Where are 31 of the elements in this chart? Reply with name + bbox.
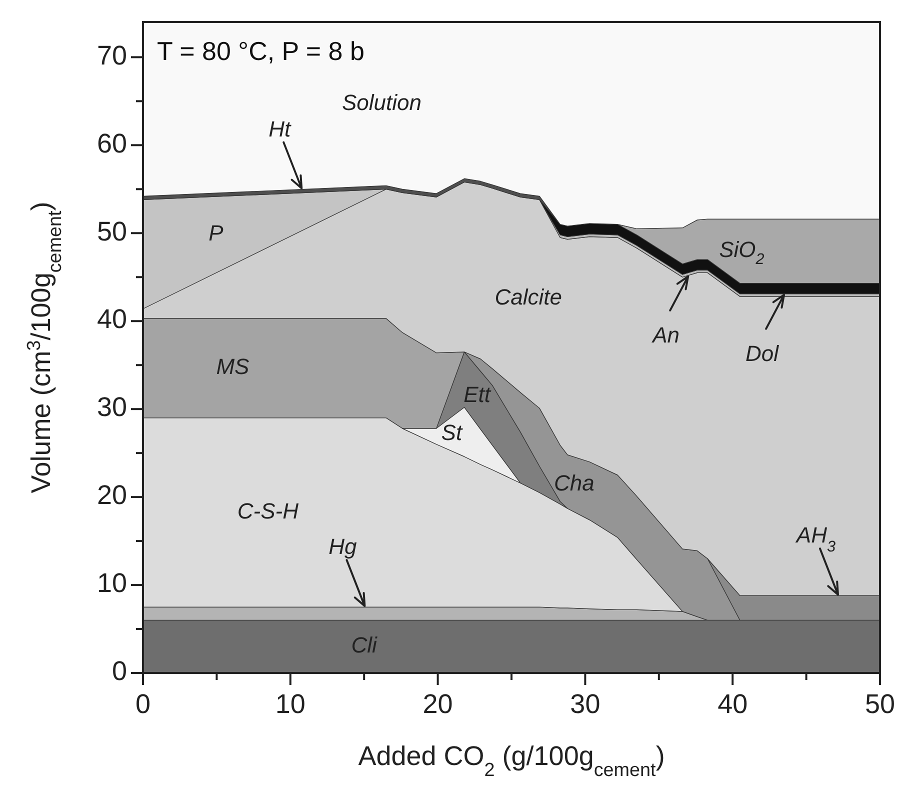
y-tick-label: 50 — [96, 216, 127, 246]
series-label: P — [208, 220, 224, 246]
series-label: St — [441, 420, 463, 445]
y-tick-label: 70 — [96, 40, 127, 70]
y-tick-label: 10 — [96, 568, 127, 598]
series-label: Calcite — [494, 284, 562, 310]
series-label: Cli — [351, 632, 378, 658]
x-tick-label: 30 — [570, 689, 600, 719]
y-tick-label: 0 — [112, 656, 127, 686]
series-label: Solution — [342, 90, 422, 115]
series-label: C-S-H — [237, 498, 299, 524]
text: An — [650, 322, 680, 348]
x-tick-label: 20 — [422, 689, 453, 719]
x-tick-label: 40 — [718, 689, 748, 719]
x-tick-label: 50 — [864, 689, 896, 719]
series-label: AH$_{3}$ — [794, 522, 836, 556]
text: Hg — [328, 534, 358, 560]
text: Dol — [746, 340, 780, 366]
x-axis-title: Added CO$_{2}$ (g/100g$_{cement}$) — [358, 741, 665, 780]
y-tick-label: 40 — [96, 304, 127, 334]
series-label: SiO$_{2}$ — [719, 236, 765, 268]
y-tick-label: 30 — [96, 392, 127, 422]
series-label: MS — [216, 354, 250, 379]
x-tick-label: 10 — [275, 689, 306, 719]
annotation: T = 80 °C, P = 8 b — [157, 36, 364, 66]
series-label: Ett — [464, 382, 492, 407]
text: Ht — [268, 116, 292, 142]
y-tick-label: 60 — [96, 128, 127, 158]
series-label: Cha — [554, 470, 594, 496]
x-tick-label: 0 — [135, 689, 151, 719]
y-tick-label: 20 — [96, 480, 127, 510]
